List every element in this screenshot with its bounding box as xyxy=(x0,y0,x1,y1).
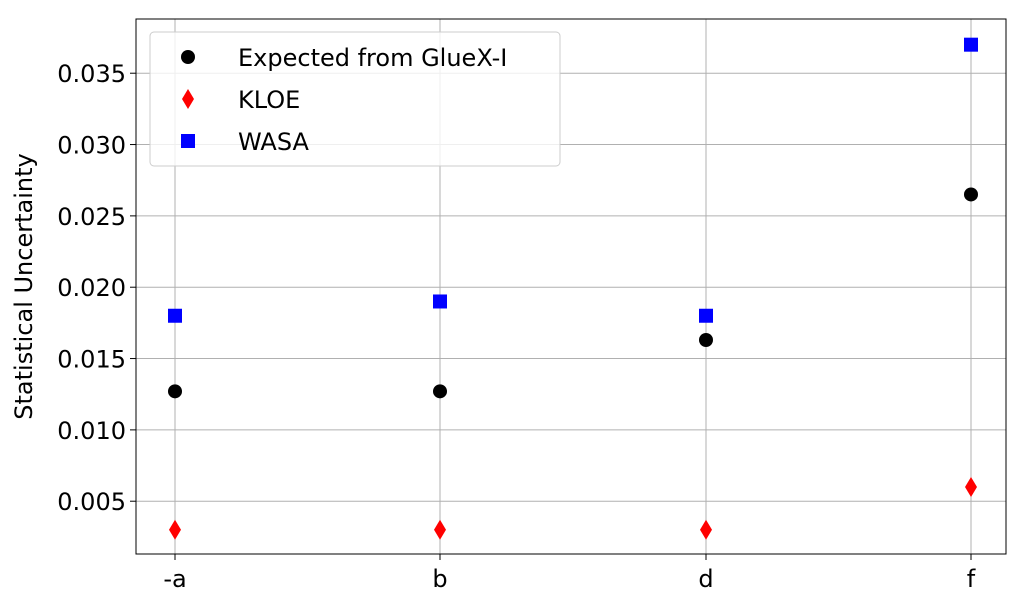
point-kloe-neg-a xyxy=(169,519,181,540)
data-points xyxy=(168,37,978,540)
point-expected-from-gluex-i-f xyxy=(964,187,978,202)
legend-label-wasa: WASA xyxy=(238,128,310,156)
point-wasa-b xyxy=(433,294,447,309)
y-tick-label: 0.025 xyxy=(57,203,126,231)
legend-label-expected-from-gluex-i: Expected from GlueX-I xyxy=(238,44,507,72)
y-axis-title: Statistical Uncertainty xyxy=(10,153,38,419)
y-tick-label: 0.030 xyxy=(57,132,126,160)
y-tick-label: 0.020 xyxy=(57,274,126,302)
point-wasa-neg-a xyxy=(168,308,182,323)
point-wasa-d xyxy=(699,308,713,323)
point-kloe-b xyxy=(434,519,446,540)
grid xyxy=(136,19,1006,554)
legend: Expected from GlueX-I KLOE WASA xyxy=(149,31,561,167)
point-expected-from-gluex-i-neg-a xyxy=(168,384,182,399)
x-tick-label: -a xyxy=(163,565,186,593)
legend-box xyxy=(149,31,561,167)
point-wasa-f xyxy=(964,37,978,52)
y-tick-label: 0.010 xyxy=(57,417,126,445)
legend-marker-expected-from-gluex-i xyxy=(181,50,195,64)
x-tick-label: b xyxy=(432,565,447,593)
plot-frame xyxy=(135,18,1007,555)
x-tick-label: f xyxy=(967,565,976,593)
y-tick-label: 0.015 xyxy=(57,346,126,374)
legend-label-kloe: KLOE xyxy=(238,86,300,114)
legend-marker-kloe xyxy=(182,89,194,109)
y-tick-label: 0.035 xyxy=(57,60,126,88)
point-kloe-d xyxy=(700,519,712,540)
legend-marker-wasa xyxy=(181,134,195,148)
point-expected-from-gluex-i-b xyxy=(433,384,447,399)
ticks: -a b d f 0.005 0.010 0.015 0.020 0.025 0.030 0.035 xyxy=(57,60,975,593)
point-kloe-f xyxy=(965,476,977,497)
x-tick-label: d xyxy=(698,565,713,593)
y-tick-label: 0.005 xyxy=(57,488,126,516)
point-expected-from-gluex-i-d xyxy=(699,333,713,347)
